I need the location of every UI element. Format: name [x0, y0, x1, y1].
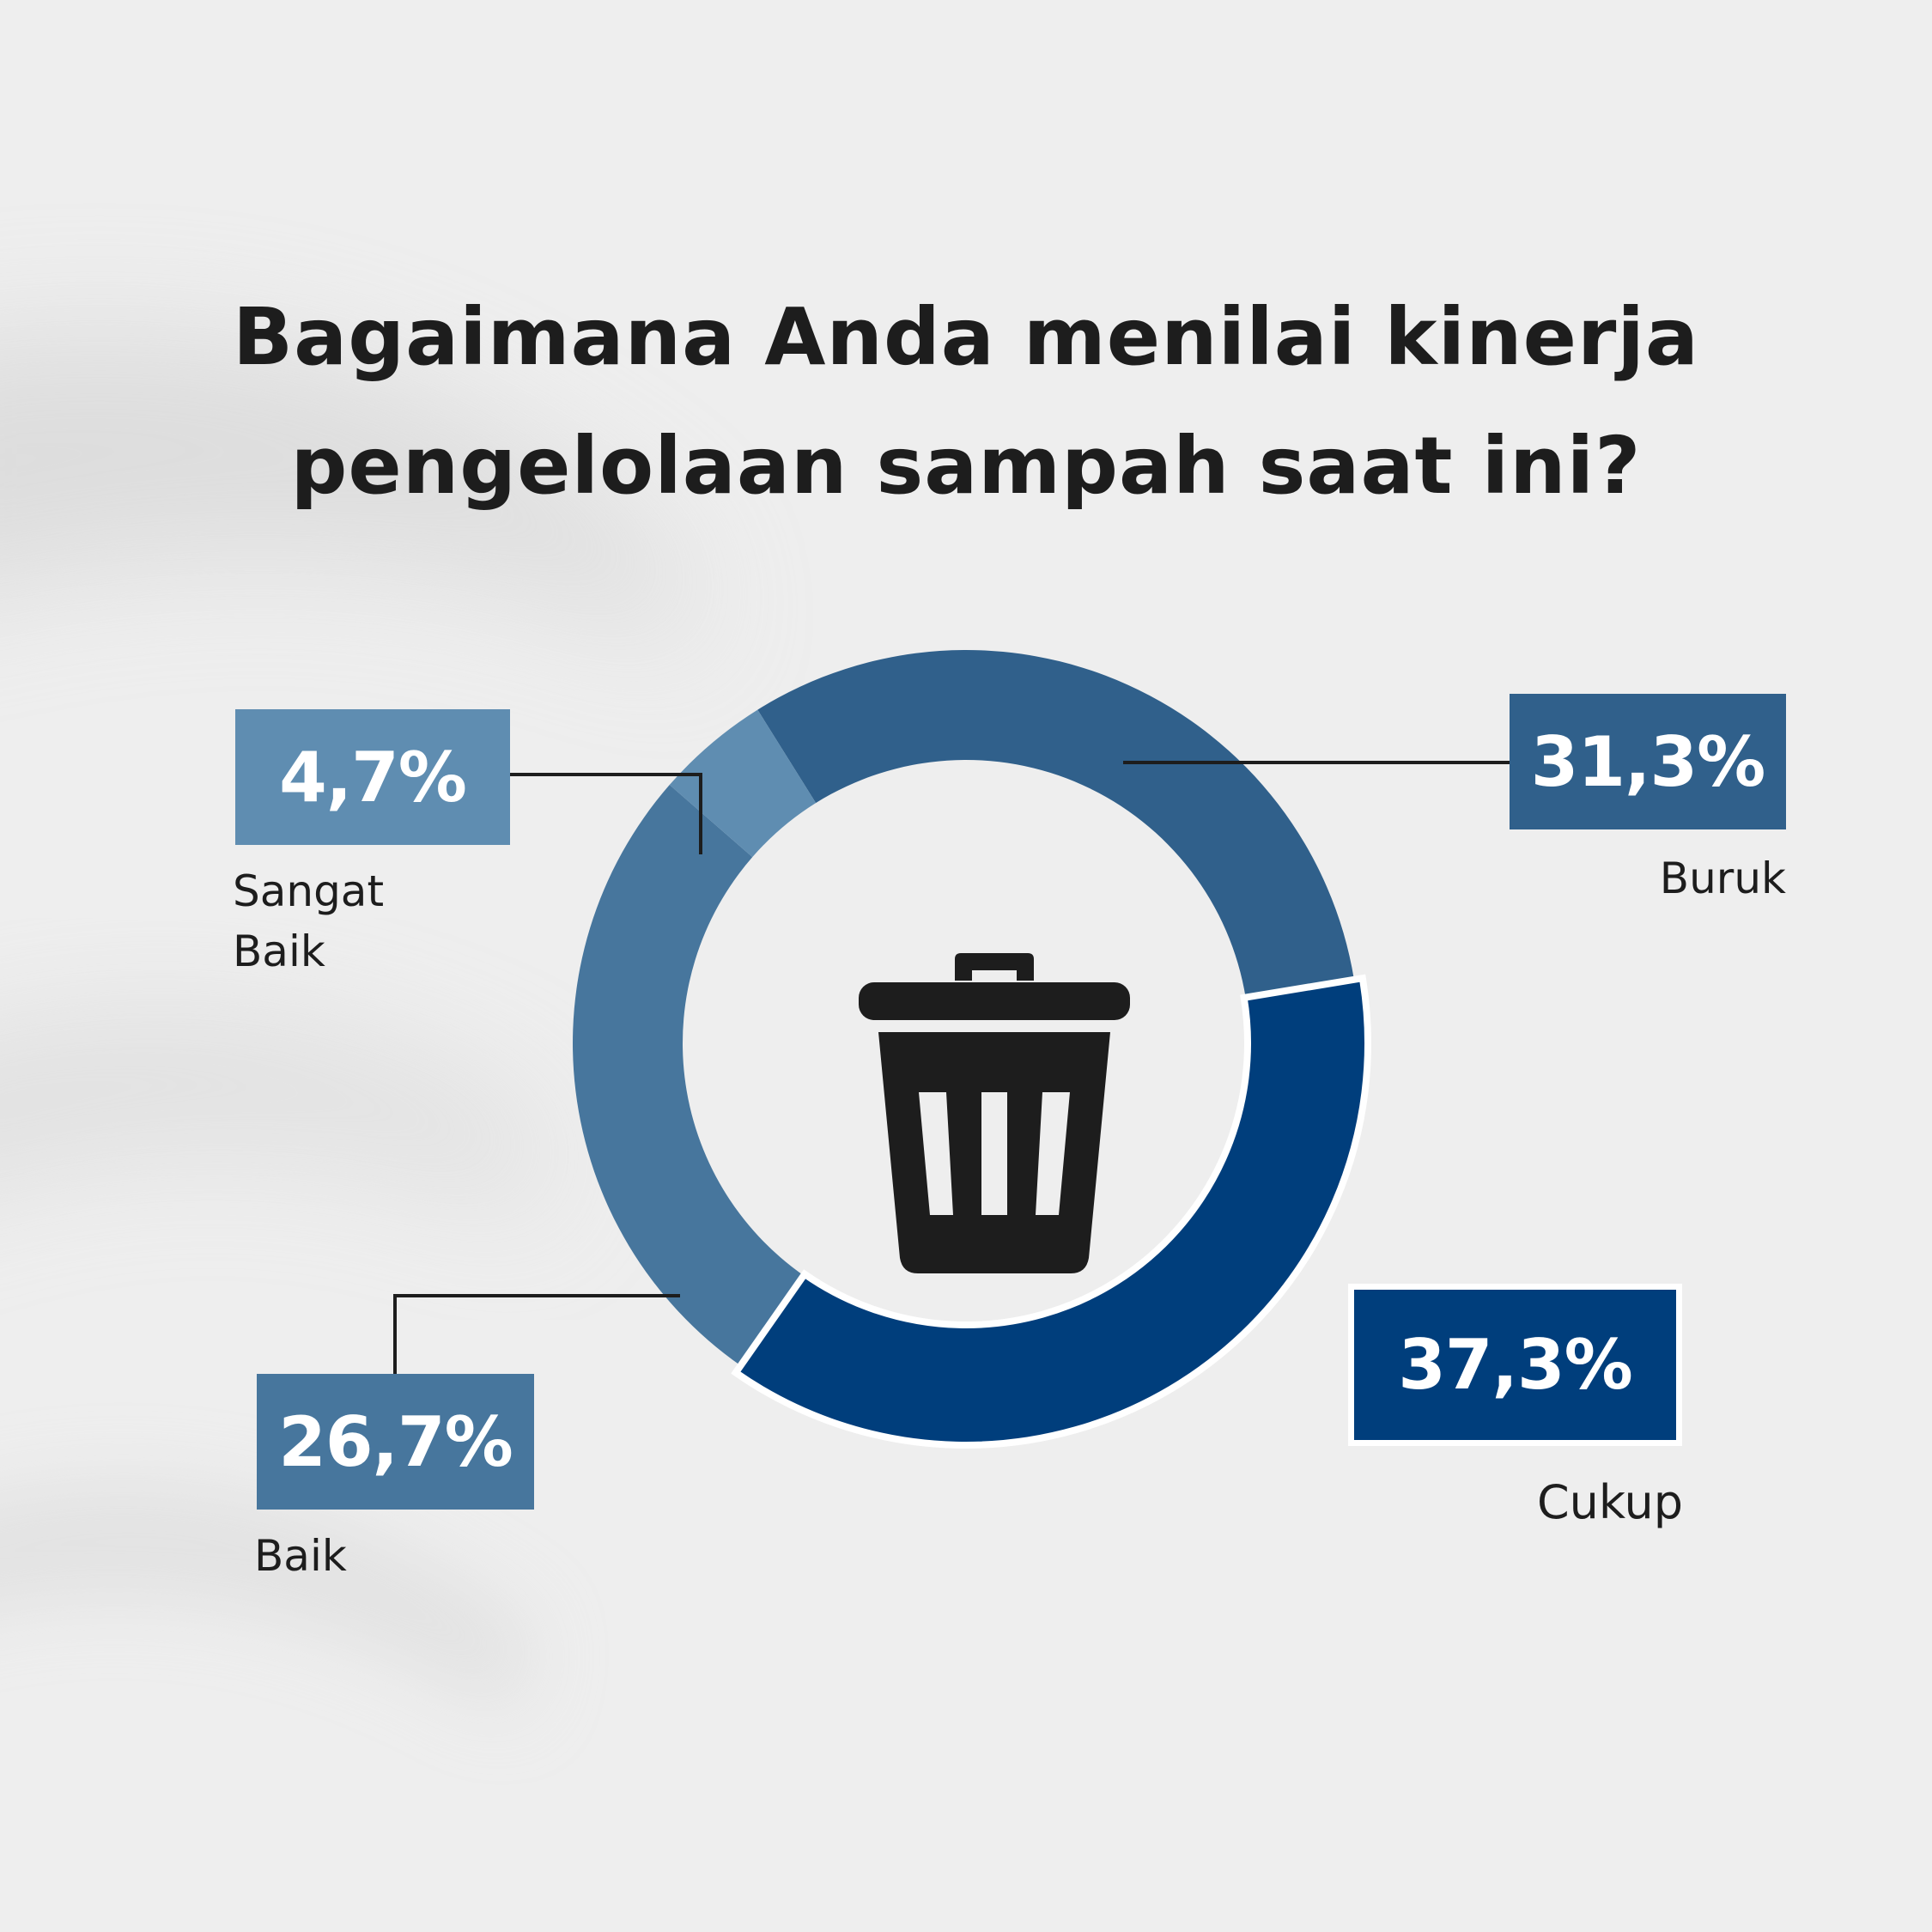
- donut-slice-buruk: [757, 650, 1354, 998]
- percent-value-buruk: 31,3%: [1530, 721, 1766, 802]
- percent-box-buruk: 31,3%: [1510, 694, 1786, 829]
- chart-title-line-2: pengelolaan sampah saat ini?: [290, 420, 1642, 512]
- percent-value-cukup: 37,3%: [1398, 1325, 1633, 1405]
- percent-value-sangat-baik: 4,7%: [279, 737, 467, 817]
- percent-box-sangat-baik: 4,7%: [235, 709, 510, 845]
- category-label-cukup: Cukup: [1536, 1475, 1683, 1529]
- donut-slice-highlight-cukup: [731, 974, 1371, 1449]
- percent-value-baik: 26,7%: [278, 1401, 513, 1482]
- category-label-buruk: Buruk: [1659, 854, 1786, 903]
- leader-lines: [393, 761, 1510, 1376]
- percent-box-cukup: 37,3%: [1354, 1290, 1676, 1440]
- donut-slices: [572, 650, 1371, 1449]
- trash-can-icon: [859, 953, 1130, 1273]
- chart-title-line-1: Bagaimana Anda menilai kinerja: [233, 291, 1699, 383]
- donut-slice-sangat-baik: [669, 709, 817, 858]
- leader-line-sangat-baik: [510, 773, 702, 854]
- leader-line-baik: [393, 1294, 680, 1376]
- category-label-baik: Baik: [254, 1531, 347, 1581]
- donut-slice-baik: [572, 785, 804, 1366]
- chart-title: Bagaimana Anda menilai kinerja pengelola…: [103, 273, 1829, 531]
- category-label-sangat-baik: Sangat Baik: [233, 866, 385, 976]
- percent-box-baik: 26,7%: [257, 1374, 534, 1510]
